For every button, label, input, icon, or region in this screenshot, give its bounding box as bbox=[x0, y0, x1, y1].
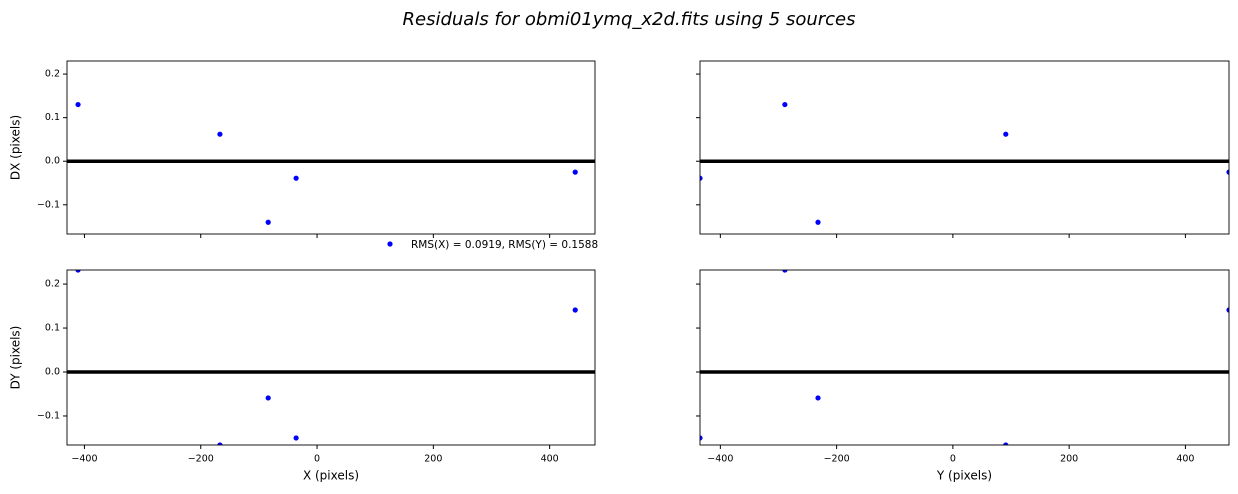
x-tick-label: 0 bbox=[314, 454, 320, 465]
data-point bbox=[265, 219, 271, 225]
data-point bbox=[217, 131, 223, 137]
y-tick-label: 0.2 bbox=[45, 279, 60, 290]
data-point bbox=[700, 435, 703, 441]
y-tick-label: 0.1 bbox=[45, 112, 60, 123]
legend-marker bbox=[387, 241, 393, 247]
y-tick-label: −0.1 bbox=[37, 199, 60, 210]
x-tick-label: −200 bbox=[824, 454, 850, 465]
x-axis-label: X (pixels) bbox=[303, 469, 359, 483]
data-point bbox=[293, 435, 299, 441]
y-tick-label: 0.0 bbox=[45, 156, 60, 167]
data-point bbox=[265, 395, 271, 401]
x-tick-label: −400 bbox=[71, 454, 97, 465]
y-tick-label: 0.2 bbox=[45, 69, 60, 80]
y-tick-label: 0.0 bbox=[45, 367, 60, 378]
data-point bbox=[1226, 307, 1229, 313]
legend-label: RMS(X) = 0.0919, RMS(Y) = 0.1588 bbox=[411, 239, 598, 251]
data-point bbox=[572, 169, 578, 175]
data-point bbox=[815, 219, 821, 225]
plot-area bbox=[700, 270, 1229, 445]
data-point bbox=[782, 101, 788, 108]
x-tick-label: 200 bbox=[1060, 454, 1078, 465]
axes-frame bbox=[699, 60, 1230, 235]
x-tick-label: −200 bbox=[188, 454, 214, 465]
x-tick-label: −400 bbox=[707, 454, 733, 465]
axes-frame bbox=[66, 269, 596, 446]
figure-title: Residuals for obmi01ymq_x2d.fits using 5… bbox=[403, 9, 856, 30]
x-tick-label: 400 bbox=[541, 454, 559, 465]
data-point bbox=[572, 307, 578, 313]
plot-area bbox=[700, 101, 1229, 225]
plot-area bbox=[67, 101, 595, 225]
data-point bbox=[1003, 442, 1009, 445]
data-point bbox=[1003, 131, 1009, 137]
data-point bbox=[782, 270, 788, 273]
data-point bbox=[217, 442, 223, 445]
x-axis-label: Y (pixels) bbox=[936, 469, 992, 483]
data-point bbox=[1226, 169, 1229, 175]
axes-frame bbox=[66, 60, 596, 235]
data-point bbox=[75, 270, 81, 273]
y-tick-label: 0.1 bbox=[45, 323, 60, 334]
y-axis-label: DY (pixels) bbox=[9, 326, 23, 390]
x-tick-label: 200 bbox=[424, 454, 442, 465]
x-tick-label: 400 bbox=[1176, 454, 1194, 465]
y-axis-label: DX (pixels) bbox=[9, 115, 23, 180]
y-tick-label: −0.1 bbox=[37, 410, 60, 421]
data-point bbox=[75, 101, 81, 108]
data-point bbox=[700, 175, 703, 181]
data-point bbox=[293, 175, 299, 181]
data-point bbox=[815, 395, 821, 401]
axes-frame bbox=[699, 269, 1230, 446]
plot-area bbox=[67, 270, 595, 445]
x-tick-label: 0 bbox=[950, 454, 956, 465]
